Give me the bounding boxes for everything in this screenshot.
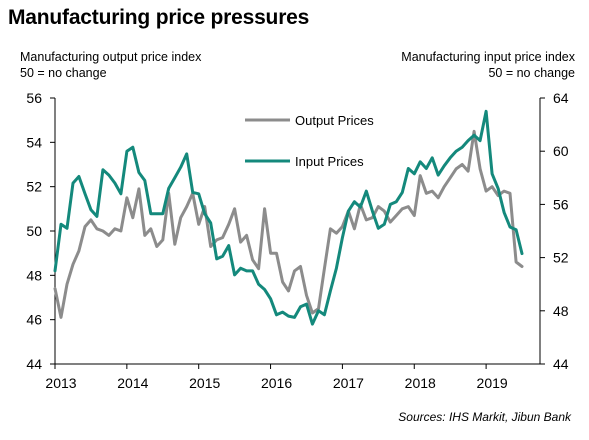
x-tick-label: 2018 [405, 375, 436, 391]
source-note: Sources: IHS Markit, Jibun Bank [398, 410, 571, 424]
legend-label-output-prices: Output Prices [295, 113, 374, 128]
left-axis-label-line2: 50 = no change [20, 66, 107, 80]
x-tick-label: 2019 [477, 375, 508, 391]
input-prices-line [53, 109, 524, 326]
right-axis-label-line2: 50 = no change [488, 66, 575, 80]
right-tick-label: 60 [553, 143, 569, 159]
right-axis-label: Manufacturing input price index 50 = no … [401, 49, 575, 81]
output-prices-line [53, 129, 524, 319]
left-tick-label: 44 [26, 356, 42, 372]
left-tick-label: 50 [26, 223, 42, 239]
x-tick-label: 2017 [333, 375, 364, 391]
left-axis-label: Manufacturing output price index 50 = no… [20, 49, 201, 81]
right-tick-label: 44 [553, 356, 569, 372]
right-tick-label: 56 [553, 196, 569, 212]
left-tick-label: 48 [26, 267, 42, 283]
left-tick-label: 52 [26, 179, 42, 195]
left-tick-label: 54 [26, 134, 42, 150]
x-tick-label: 2015 [189, 375, 220, 391]
right-axis-label-line1: Manufacturing input price index [401, 50, 575, 64]
chart-title: Manufacturing price pressures [8, 6, 310, 29]
right-tick-label: 52 [553, 250, 569, 266]
left-tick-label: 56 [26, 90, 42, 106]
right-tick-label: 48 [553, 303, 569, 319]
right-tick-label: 64 [553, 90, 569, 106]
left-tick-label: 46 [26, 312, 42, 328]
x-tick-label: 2013 [45, 375, 76, 391]
left-axis-label-line1: Manufacturing output price index [20, 50, 202, 64]
x-tick-label: 2016 [261, 375, 292, 391]
x-tick-label: 2014 [117, 375, 148, 391]
legend-label-input-prices: Input Prices [295, 154, 364, 169]
